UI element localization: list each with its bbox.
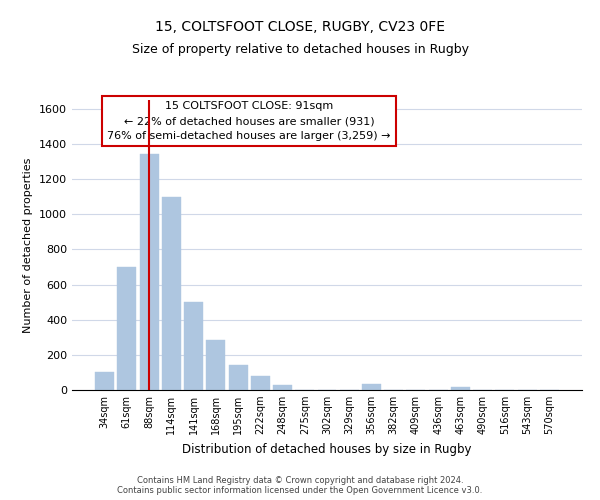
Text: Contains HM Land Registry data © Crown copyright and database right 2024.
Contai: Contains HM Land Registry data © Crown c… xyxy=(118,476,482,495)
Bar xyxy=(362,384,381,390)
Bar xyxy=(251,376,270,390)
Bar xyxy=(206,340,225,390)
Bar xyxy=(229,364,248,390)
Bar xyxy=(118,267,136,390)
Text: Size of property relative to detached houses in Rugby: Size of property relative to detached ho… xyxy=(131,42,469,56)
Bar xyxy=(451,388,470,390)
Y-axis label: Number of detached properties: Number of detached properties xyxy=(23,158,34,332)
Text: 15 COLTSFOOT CLOSE: 91sqm
← 22% of detached houses are smaller (931)
76% of semi: 15 COLTSFOOT CLOSE: 91sqm ← 22% of detac… xyxy=(107,102,391,141)
Bar xyxy=(140,154,158,390)
Bar xyxy=(95,372,114,390)
Bar xyxy=(184,302,203,390)
X-axis label: Distribution of detached houses by size in Rugby: Distribution of detached houses by size … xyxy=(182,442,472,456)
Bar xyxy=(273,384,292,390)
Bar xyxy=(162,196,181,390)
Text: 15, COLTSFOOT CLOSE, RUGBY, CV23 0FE: 15, COLTSFOOT CLOSE, RUGBY, CV23 0FE xyxy=(155,20,445,34)
